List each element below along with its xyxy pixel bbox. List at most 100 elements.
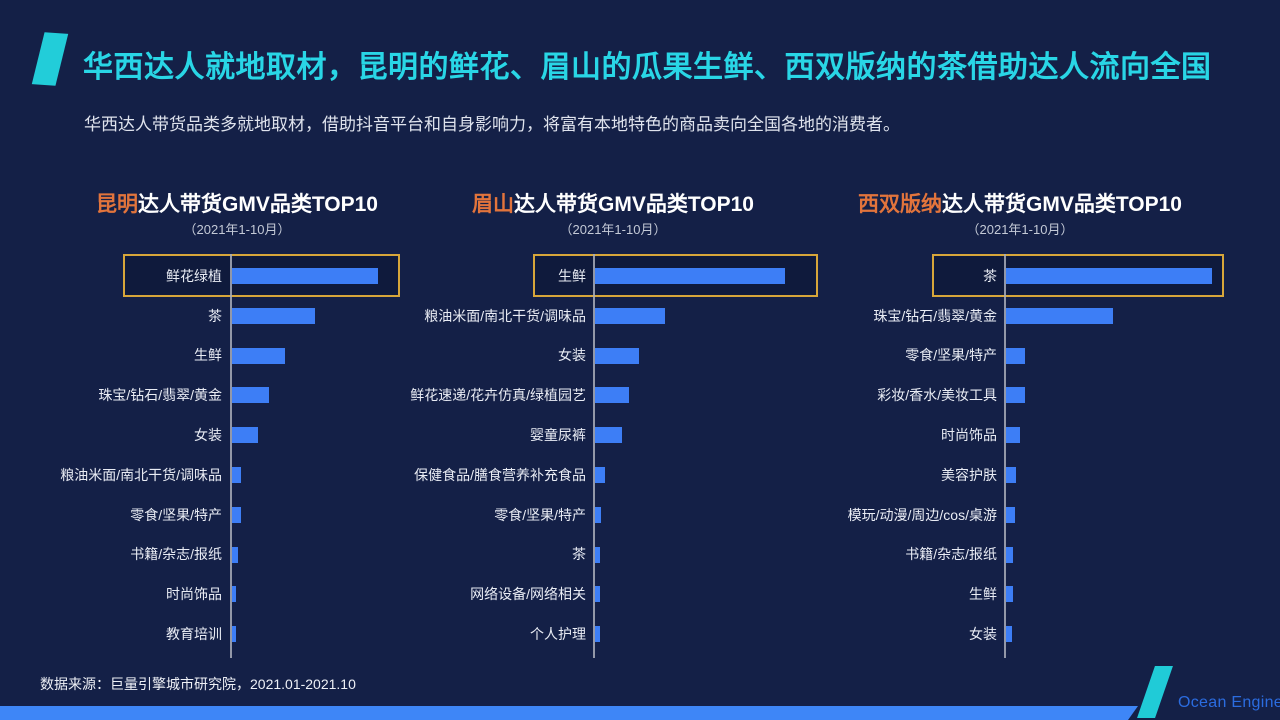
gmv-bar — [1006, 546, 1014, 563]
chart-title-rest: 达人带货GMV品类TOP10 — [514, 193, 754, 216]
chart-row: 美容护肤 — [820, 455, 1220, 495]
ocean-engine-logo-icon — [1137, 666, 1173, 718]
chart-row: 零食/坚果/特产 — [438, 495, 788, 535]
category-label: 书籍/杂志/报纸 — [905, 546, 997, 563]
gmv-bar — [595, 466, 605, 483]
chart-row: 网络设备/网络相关 — [438, 574, 788, 614]
gmv-bar — [595, 427, 622, 444]
chart-rows: 茶珠宝/钻石/翡翠/黄金零食/坚果/特产彩妆/香水/美妆工具时尚饰品美容护肤模玩… — [820, 256, 1220, 654]
category-label: 彩妆/香水/美妆工具 — [877, 387, 997, 404]
category-label: 网络设备/网络相关 — [470, 586, 586, 603]
chart-row: 茶 — [438, 535, 788, 575]
chart-row: 生鲜 — [40, 336, 434, 376]
category-label: 女装 — [194, 427, 222, 444]
chart-row: 珠宝/钻石/翡翠/黄金 — [40, 375, 434, 415]
category-label: 模玩/动漫/周边/cos/桌游 — [847, 506, 997, 523]
gmv-bar — [595, 387, 630, 404]
category-label: 书籍/杂志/报纸 — [130, 546, 222, 563]
category-label: 珠宝/钻石/翡翠/黄金 — [873, 307, 997, 324]
category-label: 个人护理 — [530, 626, 586, 643]
gmv-bar — [1006, 347, 1025, 364]
gmv-bar — [595, 506, 601, 523]
chart-row: 女装 — [40, 415, 434, 455]
chart-row: 生鲜 — [820, 574, 1220, 614]
gmv-bar — [1006, 427, 1021, 444]
chart-title: 昆明达人带货GMV品类TOP10 — [40, 188, 434, 218]
chart-title-rest: 达人带货GMV品类TOP10 — [942, 193, 1182, 216]
slide-subtitle: 华西达人带货品类多就地取材，借助抖音平台和自身影响力，将富有本地特色的商品卖向全… — [84, 115, 900, 134]
gmv-bar — [595, 586, 600, 603]
chart-row: 婴童尿裤 — [438, 415, 788, 455]
chart-row: 茶 — [820, 256, 1220, 296]
chart-rows: 生鲜粮油米面/南北干货/调味品女装鲜花速递/花卉仿真/绿植园艺婴童尿裤保健食品/… — [410, 256, 788, 654]
gmv-bar — [1006, 506, 1016, 523]
gmv-bar — [232, 307, 316, 324]
gmv-bar — [232, 387, 269, 404]
gmv-bar — [595, 546, 600, 563]
chart-row: 书籍/杂志/报纸 — [40, 535, 434, 575]
gmv-bar — [1006, 268, 1212, 284]
chart-title-rest: 达人带货GMV品类TOP10 — [138, 193, 378, 216]
category-label: 茶 — [983, 267, 997, 284]
chart-row: 鲜花绿植 — [40, 256, 434, 296]
chart-row: 茶 — [40, 296, 434, 336]
chart-row: 粮油米面/南北干货/调味品 — [40, 455, 434, 495]
gmv-bar — [1006, 307, 1114, 324]
category-label: 女装 — [969, 626, 997, 643]
chart-period: （2021年1-10月） — [559, 222, 667, 237]
chart-row: 教育培训 — [40, 614, 434, 654]
gmv-bar — [1006, 466, 1017, 483]
chart-row: 模玩/动漫/周边/cos/桌游 — [820, 495, 1220, 535]
gmv-bar — [232, 427, 259, 444]
gmv-bar — [232, 466, 241, 483]
category-label: 粮油米面/南北干货/调味品 — [424, 307, 586, 324]
chart-row: 粮油米面/南北干货/调味品 — [424, 296, 788, 336]
gmv-bar — [1006, 586, 1014, 603]
category-label: 茶 — [572, 546, 586, 563]
category-label: 教育培训 — [166, 626, 222, 643]
gmv-bar — [232, 506, 241, 523]
chart-title-city: 西双版纳 — [858, 193, 942, 216]
axis-line — [230, 254, 232, 658]
category-label: 鲜花速递/花卉仿真/绿植园艺 — [410, 387, 586, 404]
gmv-bar — [232, 268, 378, 284]
slide-title: 华西达人就地取材，昆明的鲜花、眉山的瓜果生鲜、西双版纳的茶借助达人流向全国 — [83, 51, 1212, 84]
chart-row: 彩妆/香水/美妆工具 — [820, 375, 1220, 415]
category-label: 时尚饰品 — [941, 427, 997, 444]
gmv-bar — [595, 626, 600, 643]
axis-line — [593, 254, 595, 658]
chart-rows: 鲜花绿植茶生鲜 珠宝/钻石/翡翠/黄金女装粮油米面/南北干货/调味品零食/坚果/特… — [40, 256, 434, 654]
gmv-bar — [1006, 626, 1013, 643]
chart-row: 女装 — [438, 336, 788, 376]
gmv-bar — [232, 626, 237, 643]
category-label: 生鲜 — [558, 267, 586, 284]
category-label: 零食/坚果/特产 — [494, 506, 586, 523]
chart-row: 女装 — [820, 614, 1220, 654]
category-label: 零食/坚果/特产 — [905, 347, 997, 364]
category-label: 保健食品/膳食营养补充食品 — [414, 466, 586, 483]
category-label: 生鲜 — [969, 586, 997, 603]
gmv-bar — [1006, 387, 1025, 404]
gmv-bar — [595, 268, 785, 284]
title-slash-mark-icon — [31, 32, 69, 86]
chart-row: 零食/坚果/特产 — [40, 495, 434, 535]
chart-row: 生鲜 — [438, 256, 788, 296]
chart-row: 书籍/杂志/报纸 — [820, 535, 1220, 575]
chart-row: 珠宝/钻石/翡翠/黄金 — [820, 296, 1220, 336]
chart-title: 西双版纳达人带货GMV品类TOP10 — [820, 188, 1220, 218]
category-label: 鲜花绿植 — [166, 267, 222, 284]
chart-row: 个人护理 — [438, 614, 788, 654]
chart-title: 眉山达人带货GMV品类TOP10 — [438, 188, 788, 218]
category-label: 零食/坚果/特产 — [130, 506, 222, 523]
chart-row: 时尚饰品 — [820, 415, 1220, 455]
category-label: 女装 — [558, 347, 586, 364]
category-label: 婴童尿裤 — [530, 427, 586, 444]
category-label: 美容护肤 — [941, 466, 997, 483]
chart-row: 时尚饰品 — [40, 574, 434, 614]
gmv-bar — [232, 347, 285, 364]
data-source-note: 数据来源：巨量引擎城市研究院，2021.01-2021.10 — [40, 676, 356, 692]
gmv-bar — [232, 546, 238, 563]
gmv-bar — [232, 586, 237, 603]
chart-title-city: 眉山 — [472, 193, 514, 216]
